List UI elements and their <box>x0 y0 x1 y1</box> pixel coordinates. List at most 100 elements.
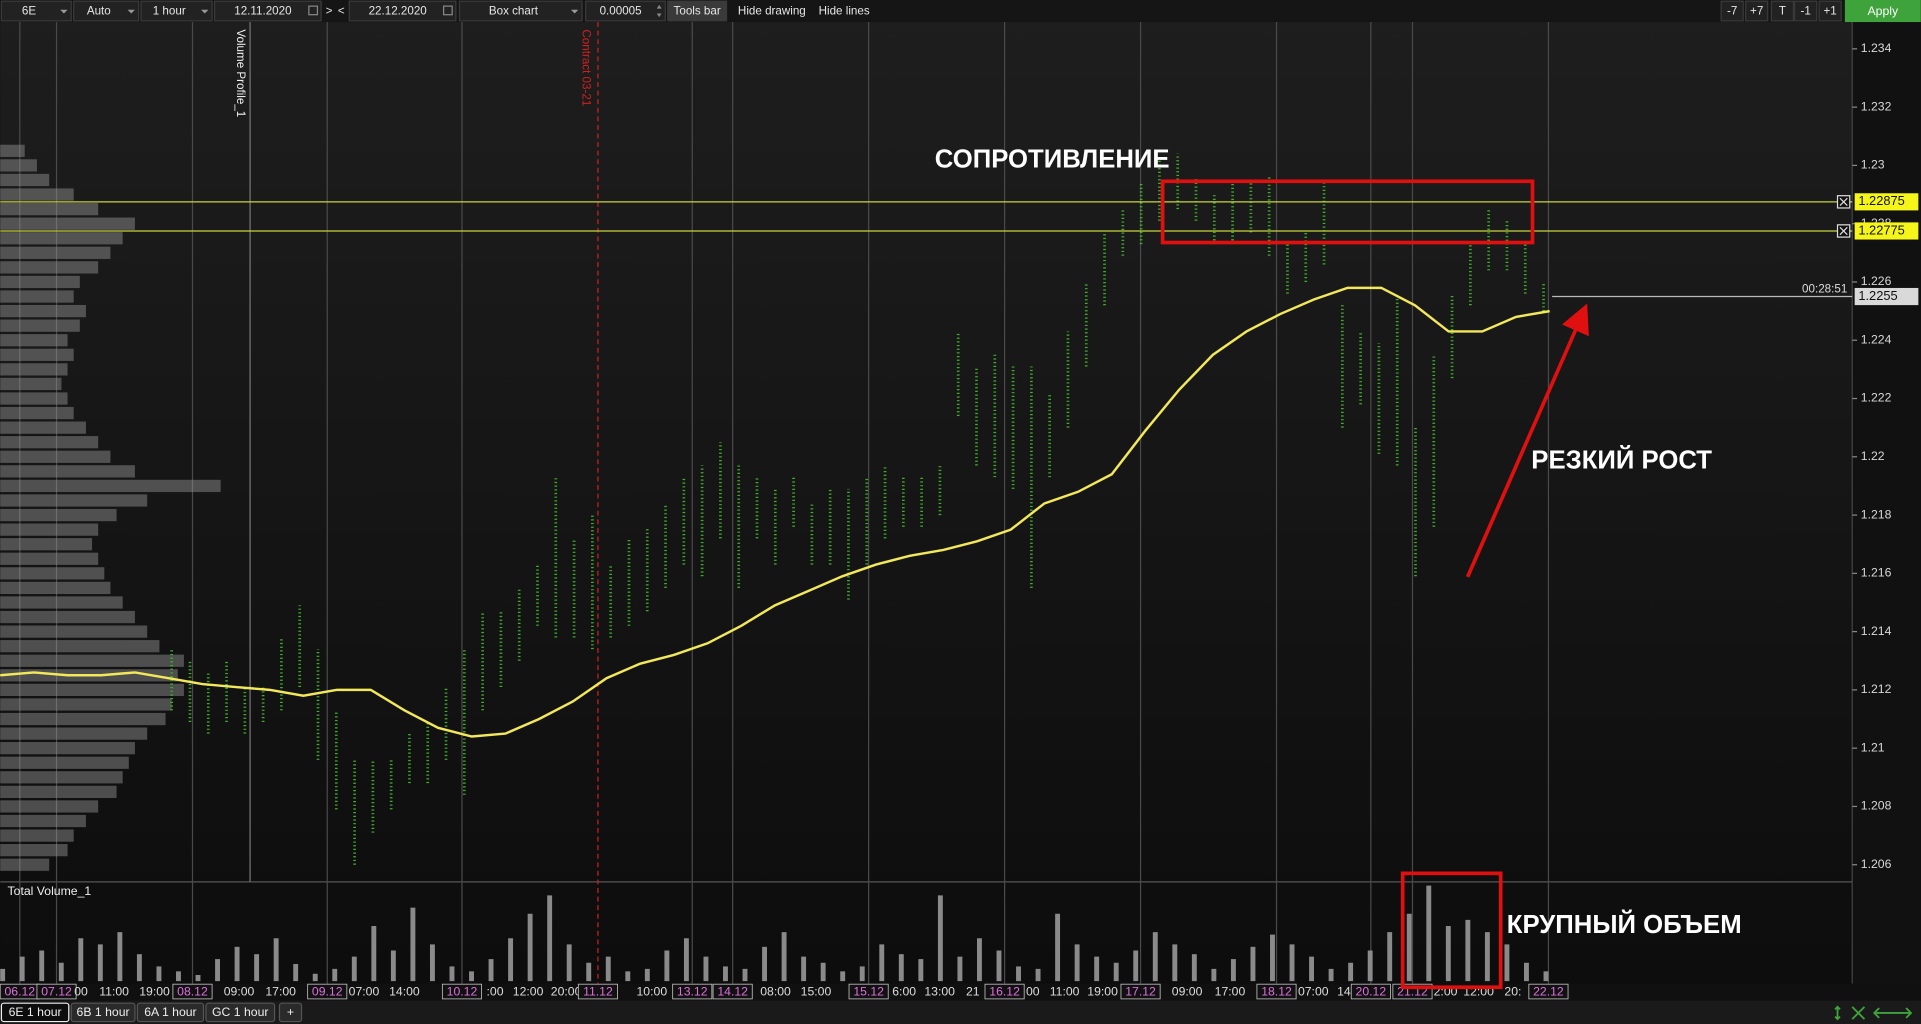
profile-bar <box>0 363 68 376</box>
toolbar-label[interactable]: > <box>326 5 333 18</box>
volume-bar <box>625 971 631 982</box>
time-label: 20:00 <box>551 984 582 998</box>
profile-bar <box>0 202 99 216</box>
toolbar-label[interactable]: Tools bar <box>674 5 721 18</box>
time-label: 14:00 <box>389 984 420 998</box>
contract-label: Contract 03-21 <box>580 29 593 106</box>
volume-box <box>1400 871 1503 990</box>
date-label: 10.12 <box>447 984 478 998</box>
profile-bar <box>0 858 50 871</box>
toolbar-label[interactable]: 22.12.2020 <box>369 5 428 18</box>
toolbar-field[interactable] <box>73 0 140 22</box>
volume-bar <box>801 956 807 982</box>
toolbar-label[interactable]: 0.00005 <box>600 5 642 18</box>
volume-bar <box>547 895 553 982</box>
tab[interactable] <box>278 1002 303 1023</box>
toolbar-button-label[interactable]: -1 <box>1800 5 1810 18</box>
tab-label[interactable]: GC 1 hour <box>212 1005 268 1019</box>
toolbar-field[interactable] <box>458 0 583 22</box>
toolbar-label[interactable]: Hide lines <box>819 5 870 18</box>
toolbar-button-label[interactable]: +1 <box>1824 5 1837 18</box>
toolbar-button-label[interactable]: +7 <box>1750 5 1763 18</box>
level-close-x[interactable] <box>1839 226 1848 236</box>
toolbar-label[interactable]: 6E <box>22 5 36 18</box>
profile-bar <box>0 800 99 813</box>
profile-bar <box>0 188 74 201</box>
time-label: 20: <box>1504 984 1521 998</box>
toolbar-button[interactable] <box>1745 0 1769 22</box>
calendar-icon <box>442 5 453 16</box>
tab[interactable] <box>70 1002 136 1023</box>
volume-bar <box>683 938 689 982</box>
toolbar-button[interactable] <box>1818 0 1842 22</box>
profile-bar <box>0 173 50 187</box>
volume-bar <box>1484 932 1490 982</box>
time-label: :00 <box>487 984 504 998</box>
moving-average <box>0 286 1550 738</box>
volume-bar <box>176 971 181 982</box>
profile-bar <box>0 436 99 449</box>
toolbar-field[interactable] <box>348 0 457 22</box>
tab-label[interactable]: + <box>287 1005 294 1019</box>
level-close-x[interactable] <box>1839 197 1848 206</box>
toolbar-button[interactable] <box>1720 0 1744 22</box>
volume-bar <box>586 962 592 982</box>
apply-button[interactable] <box>1844 0 1921 23</box>
volume-bar <box>976 938 982 982</box>
spin-arrows <box>656 4 662 18</box>
toolbar-label[interactable]: 1 hour <box>153 5 186 18</box>
volume-bar <box>1445 926 1451 982</box>
date-label-box <box>712 983 753 1000</box>
zoom-icons[interactable] <box>1834 1005 1913 1021</box>
volume-bar <box>1230 959 1236 982</box>
time-label: 19:00 <box>139 984 170 998</box>
apply-label[interactable]: Apply <box>1868 4 1899 18</box>
volume-bar <box>840 971 846 982</box>
y-tick-label: 1.232 <box>1861 99 1892 113</box>
profile-bar <box>0 508 117 522</box>
volume-bar <box>664 950 670 982</box>
y-tick-label: 1.222 <box>1861 391 1892 405</box>
time-label: 6:00 <box>892 984 916 998</box>
profile-bar <box>0 217 135 230</box>
tab-label[interactable]: 6B 1 hour <box>77 1005 130 1019</box>
date-label-box <box>1528 983 1569 1000</box>
toolbar-field[interactable] <box>213 0 322 22</box>
time-label: 00 <box>74 984 88 998</box>
tab[interactable] <box>205 1002 276 1023</box>
resistance-box <box>1160 179 1535 245</box>
toolbar-button[interactable] <box>1770 0 1795 22</box>
date-label: 17.12 <box>1125 984 1156 998</box>
tab-label[interactable]: 6E 1 hour <box>9 1005 62 1019</box>
profile-bar <box>0 304 86 318</box>
profile-bar <box>0 610 135 624</box>
tab[interactable] <box>0 1002 70 1023</box>
y-tick-label: 1.214 <box>1861 624 1892 638</box>
y-tick-label: 1.206 <box>1861 857 1892 871</box>
tab[interactable] <box>136 1002 205 1023</box>
time-label: 07:00 <box>1298 984 1329 998</box>
toolbar-label[interactable]: < <box>338 5 345 18</box>
toolbar-button[interactable] <box>1794 0 1818 22</box>
y-tick-label: 1.224 <box>1861 332 1892 346</box>
volume-bar <box>859 966 865 982</box>
toolbar-field[interactable] <box>585 0 666 22</box>
volume-bar <box>488 959 494 982</box>
toolbar-label[interactable]: 12.11.2020 <box>234 5 292 18</box>
toolbar-label[interactable]: Hide drawing <box>738 5 806 18</box>
time-label: 09:00 <box>224 984 255 998</box>
toolbar-label[interactable]: Auto <box>87 5 111 18</box>
toolbar-field[interactable] <box>0 0 72 22</box>
tab-label[interactable]: 6A 1 hour <box>144 1005 196 1019</box>
profile-bar <box>0 844 68 857</box>
toolbar-button-label[interactable]: -7 <box>1727 5 1737 18</box>
toolbar-field[interactable] <box>667 0 728 22</box>
toolbar-label[interactable]: Box chart <box>489 5 539 18</box>
volume-bar <box>332 968 338 982</box>
volume-bar <box>1035 968 1041 982</box>
time-label: 10:00 <box>637 984 668 998</box>
profile-bar <box>0 785 117 799</box>
toolbar-button-label[interactable]: T <box>1779 5 1786 18</box>
toolbar-field[interactable] <box>140 0 213 22</box>
profile-bar <box>0 640 160 653</box>
